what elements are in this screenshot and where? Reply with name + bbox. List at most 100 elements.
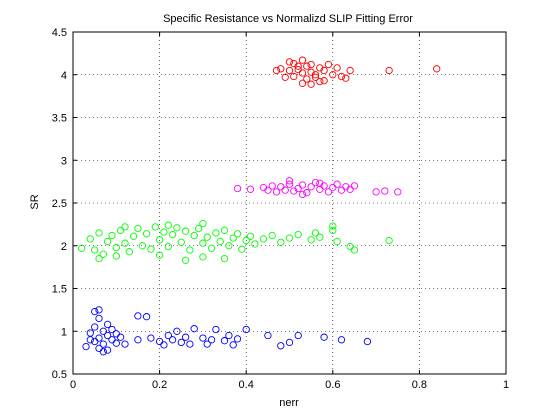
data-point xyxy=(290,187,298,195)
data-point xyxy=(164,221,172,229)
data-point xyxy=(285,177,294,185)
y-tick-label: 1 xyxy=(61,326,67,338)
data-point xyxy=(316,179,324,187)
data-point xyxy=(307,80,315,88)
data-point xyxy=(233,230,242,238)
data-point xyxy=(108,325,116,334)
data-point xyxy=(181,256,190,264)
data-point xyxy=(181,227,190,235)
data-point xyxy=(95,254,103,263)
data-point xyxy=(121,223,129,231)
data-point xyxy=(233,335,242,343)
data-point xyxy=(394,188,402,196)
data-point xyxy=(363,337,372,346)
data-point xyxy=(220,254,229,263)
y-tick-label: 0.5 xyxy=(52,369,67,381)
data-point xyxy=(134,224,142,233)
x-tick-label: 0 xyxy=(70,379,76,391)
data-point xyxy=(311,73,320,81)
data-point xyxy=(264,331,272,340)
data-point xyxy=(238,245,246,253)
data-point xyxy=(316,64,324,72)
data-point xyxy=(346,66,354,75)
data-point xyxy=(164,331,172,340)
data-point xyxy=(298,190,307,199)
data-point xyxy=(307,68,315,76)
data-point xyxy=(385,66,393,75)
grid xyxy=(73,32,506,374)
data-point xyxy=(99,327,107,335)
plot-border xyxy=(72,31,507,375)
data-point xyxy=(220,226,229,235)
data-point xyxy=(272,66,281,75)
x-tick-label: 0.4 xyxy=(239,379,254,391)
data-point xyxy=(168,336,177,344)
data-point xyxy=(285,66,294,75)
data-point xyxy=(103,331,112,340)
data-point xyxy=(316,77,324,86)
data-point xyxy=(129,232,138,240)
data-point xyxy=(324,60,333,69)
data-point xyxy=(95,306,103,314)
data-point xyxy=(95,334,103,342)
data-point xyxy=(268,231,276,240)
data-point xyxy=(324,188,333,196)
data-point xyxy=(329,222,337,230)
data-point xyxy=(91,246,99,254)
data-point xyxy=(233,184,242,193)
data-point xyxy=(290,59,298,68)
y-tick-label: 1.5 xyxy=(52,284,67,296)
series-0 xyxy=(272,56,441,88)
data-point xyxy=(281,73,289,81)
data-point xyxy=(320,66,328,75)
data-point xyxy=(103,237,112,246)
data-point xyxy=(225,331,233,340)
y-tick-label: 4 xyxy=(61,70,67,82)
data-point xyxy=(177,338,185,347)
data-point xyxy=(229,234,237,242)
data-point xyxy=(160,228,168,236)
data-point xyxy=(203,340,211,348)
data-point xyxy=(307,183,315,191)
data-point xyxy=(134,312,142,320)
data-point xyxy=(134,336,142,344)
data-point xyxy=(155,236,164,244)
data-point xyxy=(91,323,99,331)
data-point xyxy=(342,183,350,191)
data-point xyxy=(225,242,233,250)
x-tick-label: 0.6 xyxy=(325,379,340,391)
data-point xyxy=(337,72,346,81)
data-point xyxy=(285,58,294,66)
data-point xyxy=(298,181,307,189)
data-point xyxy=(285,180,294,188)
data-point xyxy=(285,338,294,347)
x-axis-title: nerr xyxy=(279,397,299,409)
data-point xyxy=(177,238,185,246)
data-point xyxy=(82,342,90,351)
data-point xyxy=(294,184,302,193)
data-point xyxy=(246,185,255,193)
data-point xyxy=(212,229,220,237)
data-point xyxy=(294,65,302,74)
data-point xyxy=(320,333,328,341)
data-point xyxy=(372,188,380,196)
data-point xyxy=(277,238,285,246)
data-point xyxy=(342,74,350,82)
chart-title: Specific Resistance vs Normalizd SLIP Fi… xyxy=(163,13,413,25)
data-point xyxy=(307,236,315,244)
data-point xyxy=(173,224,181,232)
data-point xyxy=(220,337,229,345)
data-point xyxy=(116,226,125,235)
data-point xyxy=(290,72,298,81)
data-point xyxy=(199,219,207,228)
data-point xyxy=(112,339,120,347)
data-point xyxy=(108,231,116,240)
data-point xyxy=(294,230,302,239)
data-point xyxy=(116,333,125,341)
data-point xyxy=(350,246,359,254)
data-point xyxy=(151,223,159,231)
data-point xyxy=(86,336,94,344)
data-point xyxy=(186,340,194,348)
data-point xyxy=(350,182,359,190)
